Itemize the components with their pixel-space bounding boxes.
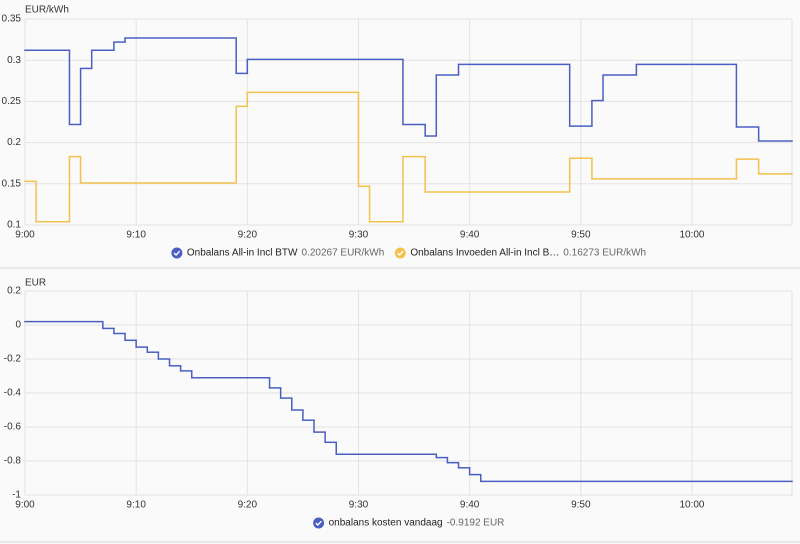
legend-check: [171, 247, 183, 259]
y-tick-label: -1: [12, 490, 21, 501]
y-axis-label: EUR/kWh: [25, 5, 69, 16]
legend-item[interactable]: Onbalans Invoeden All-in Incl B… 0.16273 …: [394, 247, 646, 259]
check-mark: [397, 250, 404, 257]
x-tick-label: 10:00: [679, 500, 704, 511]
x-tick-label: 9:50: [571, 500, 591, 511]
y-tick-label: 0.3: [7, 55, 21, 66]
legend-state: 0.16273 EUR/kWh: [563, 248, 646, 259]
legend-item[interactable]: Onbalans All-in Incl BTW 0.20267 EUR/kWh: [171, 247, 384, 259]
step-riser: [102, 321, 482, 482]
legend-state: -0.9192 EUR: [447, 518, 505, 529]
y-axis-label: EUR: [25, 278, 46, 289]
x-tick-label: 9:10: [126, 500, 146, 511]
legend-state: 0.20267 EUR/kWh: [301, 248, 384, 259]
x-tick-label: 9:30: [349, 230, 369, 241]
x-tick-label: 9:00: [15, 230, 35, 241]
x-tick-label: 9:40: [460, 230, 480, 241]
legend: Onbalans All-in Incl BTW 0.20267 EUR/kWh O…: [171, 247, 646, 259]
legend-name: Onbalans All-in Incl BTW: [187, 248, 298, 259]
legend-name: Onbalans Invoeden All-in Incl B…: [410, 248, 559, 259]
y-tick-label: 0.35: [2, 14, 22, 25]
legend-check: [394, 247, 406, 259]
y-tick-label: -0.4: [4, 388, 22, 399]
step-riser: [68, 37, 760, 141]
legend-item[interactable]: onbalans kosten vandaag -0.9192 EUR: [313, 517, 505, 529]
x-tick-label: 10:00: [679, 230, 704, 241]
x-tick-label: 9:20: [238, 230, 258, 241]
y-tick-label: 0.2: [7, 286, 21, 297]
x-tick-label: 9:30: [349, 500, 369, 511]
x-tick-label: 9:10: [126, 230, 146, 241]
y-tick-label: 0.2: [7, 137, 21, 148]
y-tick-label: -0.8: [4, 456, 22, 467]
y-tick-label: 0.1: [7, 220, 21, 231]
y-tick-label: 0.25: [2, 96, 22, 107]
legend-name: onbalans kosten vandaag: [329, 518, 443, 529]
check-mark: [315, 520, 322, 527]
check-mark: [173, 250, 181, 257]
y-tick-label: -0.2: [4, 354, 22, 365]
x-tick-label: 9:50: [571, 230, 591, 241]
y-tick-label: 0.15: [2, 178, 22, 189]
x-tick-label: 9:40: [460, 500, 480, 511]
legend: onbalans kosten vandaag -0.9192 EUR: [313, 517, 505, 529]
legend-check: [313, 517, 325, 529]
step-riser: [35, 92, 760, 222]
x-tick-label: 9:00: [15, 500, 35, 511]
y-tick-label: 0: [15, 320, 21, 331]
x-tick-label: 9:20: [238, 500, 258, 511]
y-tick-label: -0.6: [4, 422, 22, 433]
